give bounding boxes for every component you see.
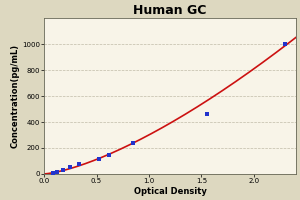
Point: [61, 168, 65, 172]
Point: [96, 157, 101, 161]
Y-axis label: Concentration(pg/mL): Concentration(pg/mL): [10, 44, 19, 148]
Point: [283, 43, 288, 46]
Point: [68, 166, 73, 169]
Point: [50, 172, 55, 175]
Title: Human GC: Human GC: [133, 4, 207, 17]
X-axis label: Optical Density: Optical Density: [134, 187, 206, 196]
Point: [107, 153, 112, 157]
Point: [76, 163, 81, 166]
Point: [204, 113, 209, 116]
Point: [131, 141, 136, 144]
Point: [54, 170, 59, 173]
